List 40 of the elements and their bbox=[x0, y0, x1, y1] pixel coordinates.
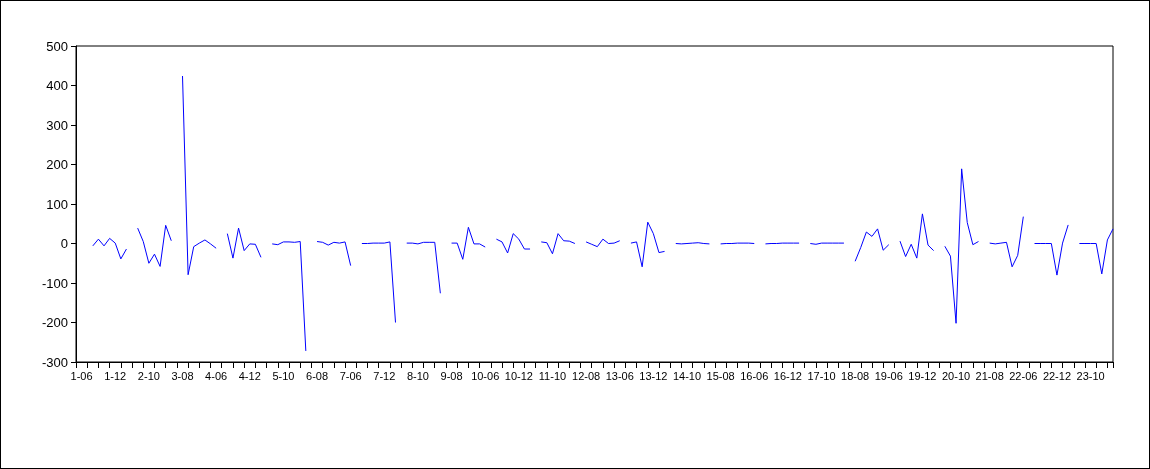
x-tick-label: 4-12 bbox=[238, 369, 261, 382]
x-tick-label: 16-06 bbox=[740, 369, 769, 382]
y-tick-label: -200 bbox=[41, 315, 68, 330]
y-tick-label: 300 bbox=[46, 117, 68, 133]
x-tick-label: 12-08 bbox=[572, 369, 601, 382]
y-tick-label: -300 bbox=[41, 354, 68, 370]
x-tick-label: 9-08 bbox=[440, 369, 463, 382]
x-tick-label: 22-12 bbox=[1042, 369, 1072, 382]
x-tick-label: 1-06 bbox=[70, 369, 93, 382]
x-tick-label: 19-12 bbox=[908, 369, 937, 382]
x-tick-label: 19-06 bbox=[874, 369, 903, 382]
x-tick-label: 6-08 bbox=[306, 369, 329, 382]
x-tick-label: 15-08 bbox=[706, 369, 735, 382]
x-tick-label: 4-06 bbox=[205, 369, 228, 382]
x-tick-label: 23-10 bbox=[1076, 369, 1105, 382]
y-tick-label: 0 bbox=[60, 236, 68, 251]
x-tick-label: 7-12 bbox=[373, 369, 396, 382]
y-tick-label: 500 bbox=[46, 38, 68, 54]
x-tick-label: 3-08 bbox=[171, 369, 194, 382]
x-tick-label: 14-10 bbox=[672, 369, 702, 382]
x-tick-label: 13-12 bbox=[639, 369, 668, 382]
x-tick-label: 5-10 bbox=[272, 369, 295, 382]
x-tick-label: 11-10 bbox=[538, 369, 567, 382]
y-tick-label: 200 bbox=[46, 157, 68, 172]
x-tick-label: 20-10 bbox=[941, 369, 971, 382]
x-tick-label: 10-06 bbox=[471, 369, 500, 382]
x-tick-label: 10-12 bbox=[504, 369, 533, 382]
x-tick-label: 18-08 bbox=[841, 369, 870, 382]
x-tick-label: 1-12 bbox=[104, 369, 127, 382]
x-tick-label: 13-06 bbox=[605, 369, 634, 382]
y-tick-label: 100 bbox=[46, 196, 68, 212]
y-tick-label: -100 bbox=[41, 275, 68, 291]
x-tick-label: 7-06 bbox=[339, 369, 362, 382]
y-tick-label: 400 bbox=[46, 78, 68, 93]
x-tick-label: 17-10 bbox=[807, 369, 836, 382]
x-tick-label: 21-08 bbox=[975, 369, 1004, 382]
x-tick-label: 2-10 bbox=[137, 369, 160, 382]
x-tick-label: 8-10 bbox=[406, 369, 429, 382]
x-tick-label: 22-06 bbox=[1009, 369, 1038, 382]
x-tick-label: 16-12 bbox=[773, 369, 802, 382]
